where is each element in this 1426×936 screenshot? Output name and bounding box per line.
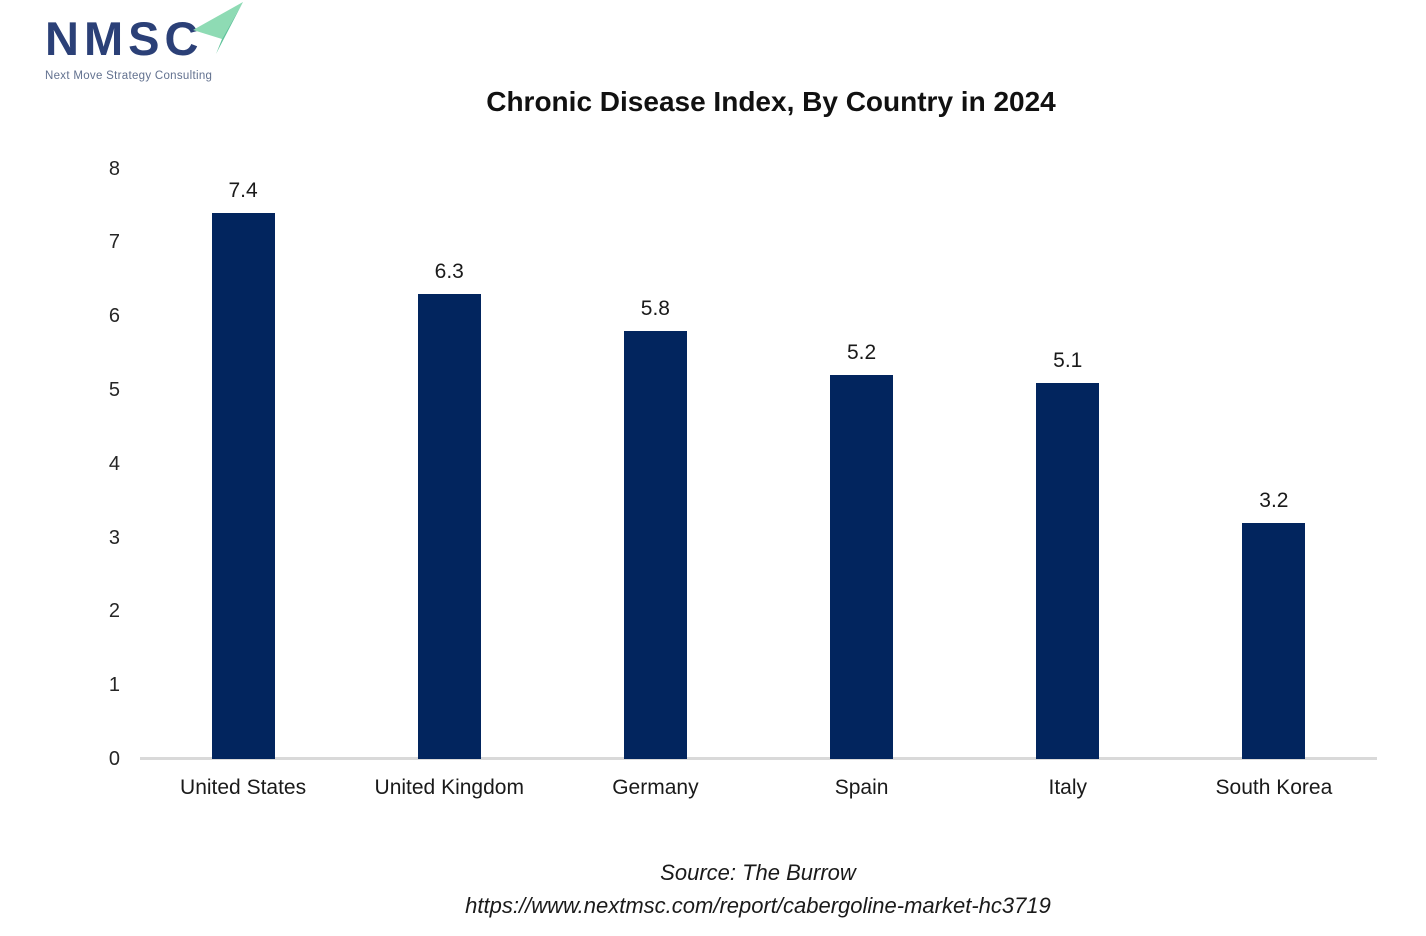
bar-value-label-south-korea: 3.2 — [1259, 488, 1289, 512]
x-axis-category-label-spain: Spain — [834, 776, 889, 799]
chart-title: Chronic Disease Index, By Country in 202… — [486, 86, 1056, 117]
y-axis-tick-label: 5 — [108, 378, 120, 401]
y-axis-tick-label: 0 — [108, 748, 120, 770]
y-axis-tick-label: 2 — [108, 600, 120, 623]
source-footer: Source: The Burrow https://www.nextmsc.c… — [90, 856, 1426, 922]
bar-value-label-united-states: 7.4 — [228, 178, 258, 202]
bar-united-states — [211, 212, 275, 759]
logo-tagline: Next Move Strategy Consulting — [45, 70, 213, 82]
x-axis-category-label-italy: Italy — [1048, 776, 1087, 799]
bar-value-label-united-kingdom: 6.3 — [434, 259, 464, 283]
bar-south-korea — [1242, 522, 1306, 759]
x-axis-line — [140, 757, 1377, 760]
bar-germany — [623, 330, 687, 759]
y-axis-tick-label: 1 — [108, 674, 120, 697]
logo-arrow-icon — [193, 2, 243, 54]
source-text: Source: The Burrow — [660, 860, 856, 885]
y-axis-tick-label: 6 — [108, 305, 120, 328]
bar-value-label-spain: 5.2 — [846, 341, 877, 365]
bar-italy — [1036, 382, 1100, 759]
x-axis-category-label-united-kingdom: United Kingdom — [374, 776, 524, 799]
x-axis-category-label-united-states: United States — [180, 776, 307, 799]
x-axis-category-label-germany: Germany — [612, 776, 699, 799]
bar-value-label-italy: 5.1 — [1053, 348, 1083, 372]
y-axis-tick-label: 8 — [108, 157, 120, 180]
bar-united-kingdom — [417, 293, 481, 759]
logo-wordmark: NMSC — [45, 12, 204, 65]
source-url: https://www.nextmsc.com/report/cabergoli… — [465, 893, 1051, 918]
bar-spain — [830, 375, 894, 759]
nmsc-logo: NMSC Next Move Strategy Consulting — [45, 2, 265, 82]
bar-value-label-germany: 5.8 — [640, 296, 670, 320]
x-axis-category-label-south-korea: South Korea — [1215, 776, 1333, 799]
y-axis-tick-label: 7 — [108, 231, 120, 254]
y-axis-tick-label: 3 — [108, 526, 120, 549]
logo-row: NMSC — [45, 2, 265, 68]
y-axis-tick-label: 4 — [108, 452, 120, 475]
